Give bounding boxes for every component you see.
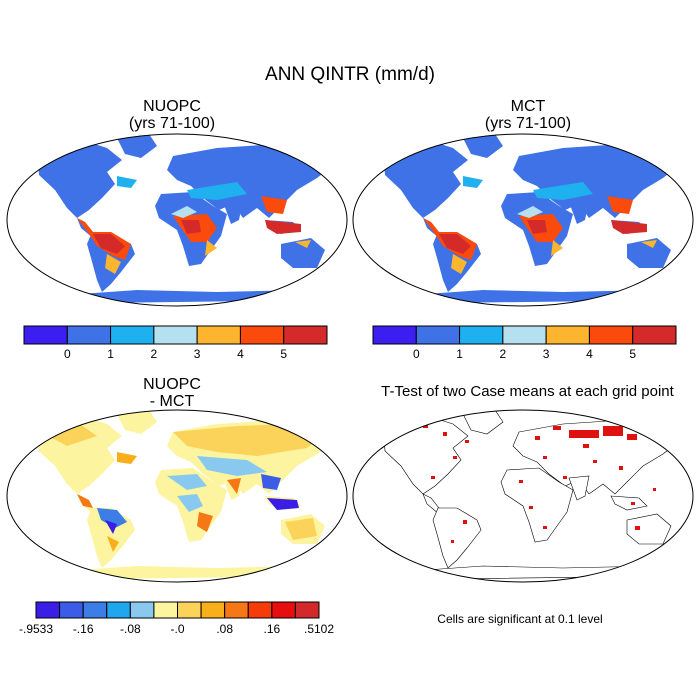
colorbar-tick-label: 0 (63, 347, 71, 361)
colorbar-tick-label: 5 (280, 347, 288, 361)
colorbar-tick-label: 4 (586, 347, 593, 361)
colorbar-swatch (224, 601, 249, 619)
colorbar-swatch (23, 325, 68, 345)
colorbar-swatch (82, 601, 108, 619)
panel-title-line1: NUOPC (143, 98, 201, 115)
colorbar-nuopc: 0 1 2 3 4 5 (23, 325, 333, 361)
colorbar-swatch (283, 325, 328, 345)
colorbar-tick-label: -.9533 (18, 622, 54, 636)
significance-note: Cells are significant at 0.1 level (437, 612, 603, 626)
panel-title-diff: NUOPC - MCT (22, 376, 322, 410)
significant-cells (403, 424, 656, 543)
colorbar-swatch (196, 325, 241, 345)
colorbar-swatch (271, 601, 296, 619)
panel-title-mct: MCT (yrs 71-100) (378, 98, 678, 132)
colorbar-tick-label: -.0 (170, 622, 185, 636)
figure-title: ANN QINTR (mm/d) (265, 64, 435, 85)
colorbar-swatch (110, 325, 155, 345)
panel-title-line2: - MCT (149, 393, 195, 410)
colorbar-swatch (545, 325, 590, 345)
colorbar-tick-label: -.08 (119, 622, 141, 636)
colorbar-swatch (372, 325, 417, 345)
colorbar-swatch (177, 601, 202, 619)
colorbar-swatch (247, 601, 273, 619)
colorbar-tick-label: .5102 (303, 622, 335, 636)
colorbar-swatch (129, 601, 155, 619)
colorbar-tick-label: 1 (107, 347, 114, 361)
colorbar-swatch (415, 325, 461, 345)
map-panel-mct (352, 133, 694, 307)
colorbar-tick-label: 1 (456, 347, 463, 361)
panel-title-line1: NUOPC (143, 376, 201, 393)
colorbar-tick-label: 0 (412, 347, 420, 361)
colorbar-swatches (23, 325, 328, 345)
colorbar-tick-label: 5 (629, 347, 637, 361)
colorbar-swatch (502, 325, 547, 345)
colorbar-swatch (35, 601, 61, 619)
colorbar-swatch (200, 601, 226, 619)
panel-title-line1: MCT (510, 98, 546, 115)
panel-title-line2: (yrs 71-100) (128, 115, 216, 132)
colorbar-tick-label: .16 (263, 622, 281, 636)
map-panel-ttest (352, 409, 694, 583)
colorbar-swatch (239, 325, 285, 345)
colorbar-swatch (106, 601, 131, 619)
colorbar-swatch (459, 325, 504, 345)
colorbar-tick-label: -.16 (72, 622, 94, 636)
colorbar-swatch (66, 325, 112, 345)
colorbar-swatch (632, 325, 677, 345)
colorbar-swatch (59, 601, 84, 619)
colorbar-swatch (588, 325, 634, 345)
colorbar-swatches (372, 325, 677, 345)
map-panel-diff (6, 409, 348, 583)
colorbar-tick-label: 2 (150, 347, 158, 361)
colorbar-tick-label: .08 (216, 622, 233, 636)
colorbar-tick-label: 2 (499, 347, 507, 361)
colorbar-diff: -.9533 -.16 -.08 -.0 .08 .16 .5102 (19, 601, 334, 636)
colorbar-tick-label: 3 (193, 347, 201, 361)
colorbar-swatches (35, 601, 320, 619)
colorbar-swatch (294, 601, 320, 619)
colorbar-tick-label: 4 (237, 347, 244, 361)
panel-title-line2: (yrs 71-100) (484, 115, 572, 132)
colorbar-swatch (153, 601, 178, 619)
colorbar-swatch (153, 325, 198, 345)
map-panel-nuopc (6, 133, 348, 307)
panel-title-nuopc: NUOPC (yrs 71-100) (22, 98, 322, 132)
colorbar-mct: 0 1 2 3 4 5 (372, 325, 682, 361)
panel-title-ttest: T-Test of two Case means at each grid po… (381, 383, 674, 400)
colorbar-tick-label: 3 (542, 347, 550, 361)
